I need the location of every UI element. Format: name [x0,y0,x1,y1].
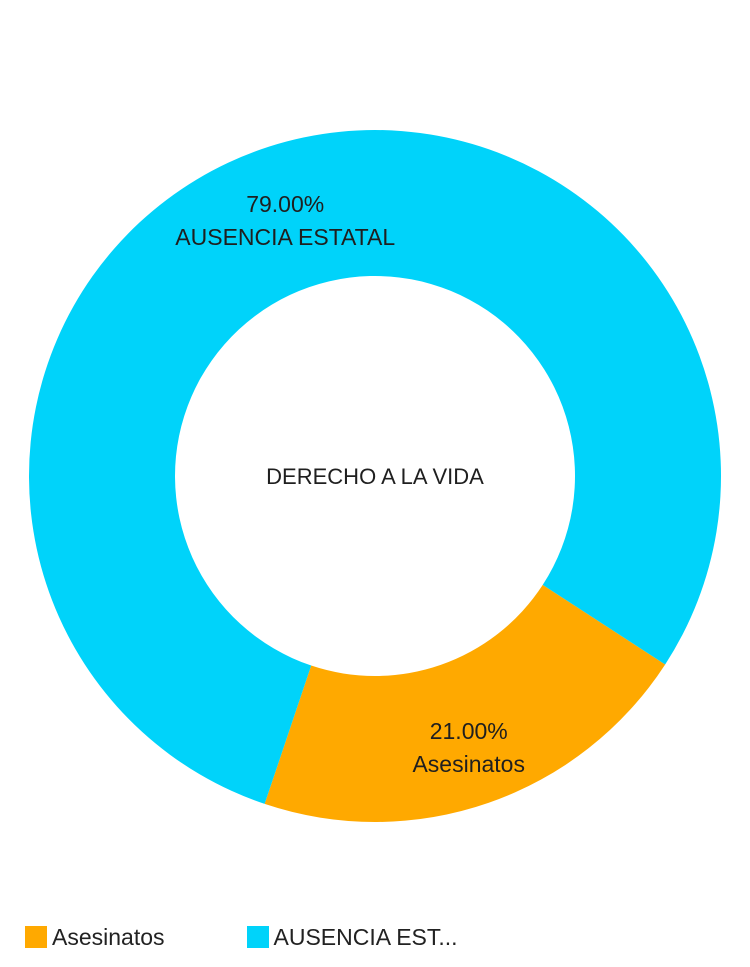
center-label: DERECHO A LA VIDA [266,464,484,489]
legend-label-asesinatos: Asesinatos [52,923,165,950]
legend-swatch-ausencia-estatal [246,926,269,948]
legend-label-ausencia-estatal: AUSENCIA EST... [273,923,458,950]
slice-percent-asesinatos: 21.00% [430,718,508,744]
chart-legend: Asesinatos AUSENCIA EST... [25,924,458,950]
donut-slice-asesinatos[interactable] [264,584,666,822]
slice-name-ausencia-estatal: AUSENCIA ESTATAL [175,224,395,250]
slice-percent-ausencia-estatal: 79.00% [246,191,324,217]
donut-slices [28,129,722,822]
legend-item-ausencia-estatal[interactable]: AUSENCIA EST... [246,923,458,951]
slice-labels: 21.00% Asesinatos 79.00% AUSENCIA ESTATAL [175,191,525,777]
legend-swatch-asesinatos [25,926,47,948]
slice-name-asesinatos: Asesinatos [412,751,525,777]
donut-slice-ausencia-estatal[interactable] [28,129,722,804]
legend-item-asesinatos[interactable]: Asesinatos [25,924,165,951]
